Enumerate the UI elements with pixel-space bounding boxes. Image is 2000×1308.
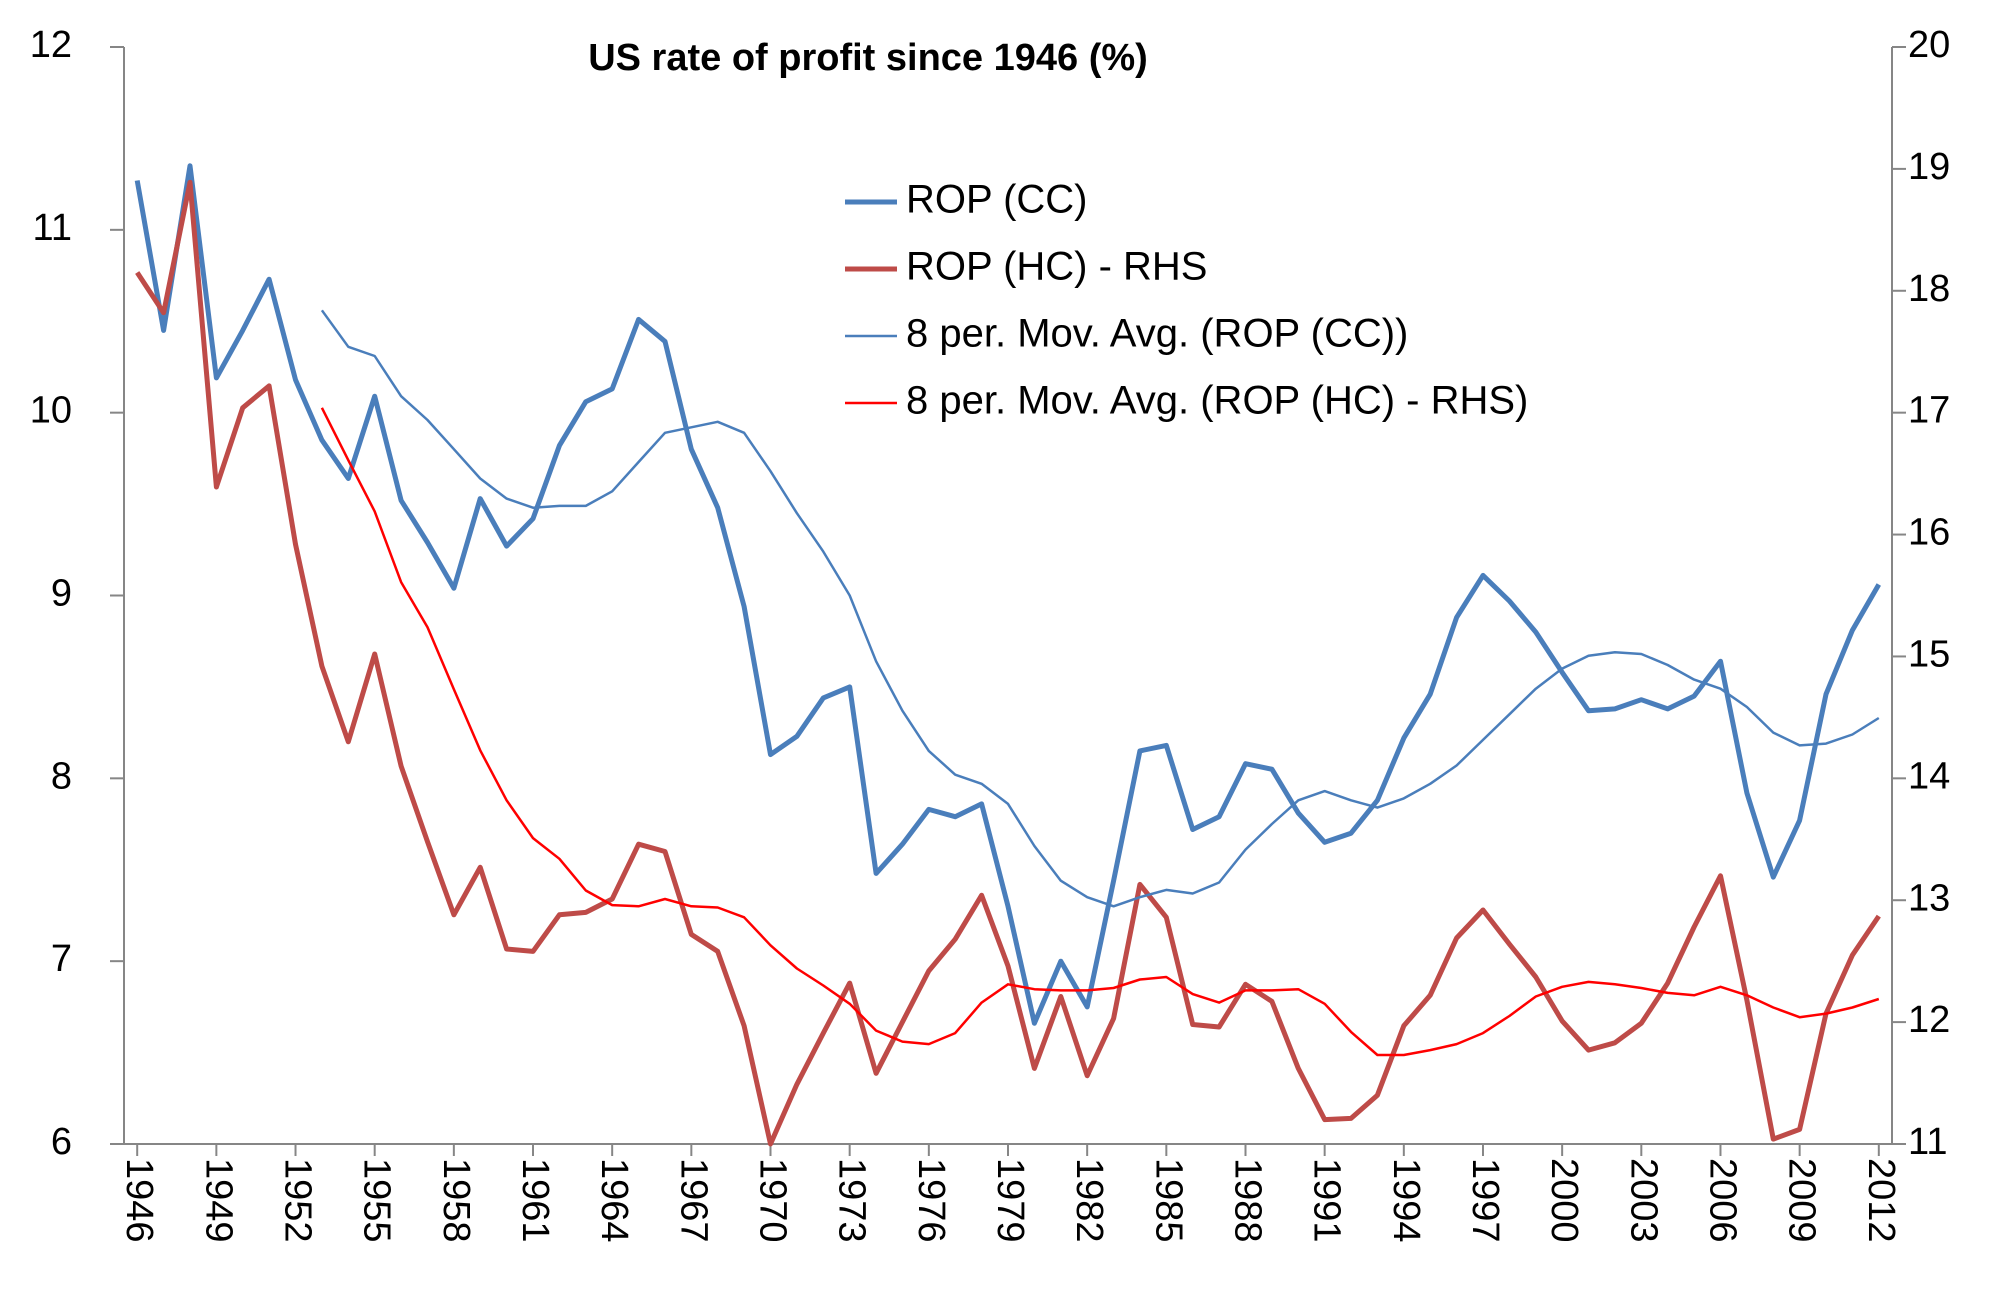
x-tick-label: 1961 [514,1158,556,1243]
series-line [320,407,1880,1057]
x-tick-label: 1994 [1385,1158,1427,1243]
x-tick-label: 2003 [1622,1158,1664,1243]
chart-title: US rate of profit since 1946 (%) [588,37,1148,79]
y-tick-label: 6 [51,1121,72,1163]
x-tick-label: 1991 [1306,1158,1348,1243]
x-tick-label: 1964 [593,1158,635,1243]
x-tick-label: 2000 [1543,1158,1585,1243]
x-tick-label: 1952 [276,1158,318,1243]
x-tick-label: 2006 [1701,1158,1743,1243]
x-tick-label: 1979 [989,1158,1031,1243]
x-tick-label: 1970 [751,1158,793,1243]
y2-tick-label: 19 [1908,146,1950,188]
y2-tick-label: 17 [1908,390,1950,432]
legend-label: 8 per. Mov. Avg. (ROP (HC) - RHS) [906,379,1528,423]
x-tick-label: 2012 [1860,1158,1902,1243]
y-tick-label: 12 [30,24,72,66]
y2-tick-label: 15 [1908,633,1950,675]
y2-tick-label: 20 [1908,24,1950,66]
y-tick-label: 10 [30,390,72,432]
y2-tick-label: 14 [1908,755,1950,797]
x-tick-label: 1949 [197,1158,239,1243]
y-tick-label: 8 [51,755,72,797]
x-tick-label: 1976 [910,1158,952,1243]
x-tick-label: 1958 [435,1158,477,1243]
y-tick-label: 9 [51,573,72,615]
x-tick-label: 1988 [1226,1158,1268,1243]
y2-tick-label: 13 [1908,877,1950,919]
x-tick-label: 1946 [118,1158,160,1243]
series-line [134,163,1881,1026]
y2-tick-label: 18 [1908,268,1950,310]
x-tick-label: 2009 [1781,1158,1823,1243]
x-tick-label: 1973 [831,1158,873,1243]
series-line [320,309,1880,908]
y-tick-label: 7 [51,938,72,980]
x-tick-label: 1955 [356,1158,398,1243]
x-tick-label: 1985 [1147,1158,1189,1243]
y2-tick-label: 16 [1908,512,1950,554]
y2-tick-label: 12 [1908,999,1950,1041]
y-tick-label: 11 [33,207,72,249]
x-tick-label: 1982 [1068,1158,1110,1243]
legend-label: ROP (CC) [906,178,1087,222]
x-tick-label: 1967 [672,1158,714,1243]
x-tick-label: 1997 [1464,1158,1506,1243]
y2-tick-label: 11 [1908,1121,1947,1163]
series-line [135,179,1881,1147]
legend-label: 8 per. Mov. Avg. (ROP (CC)) [906,312,1408,356]
legend-label: ROP (HC) - RHS [906,245,1207,289]
